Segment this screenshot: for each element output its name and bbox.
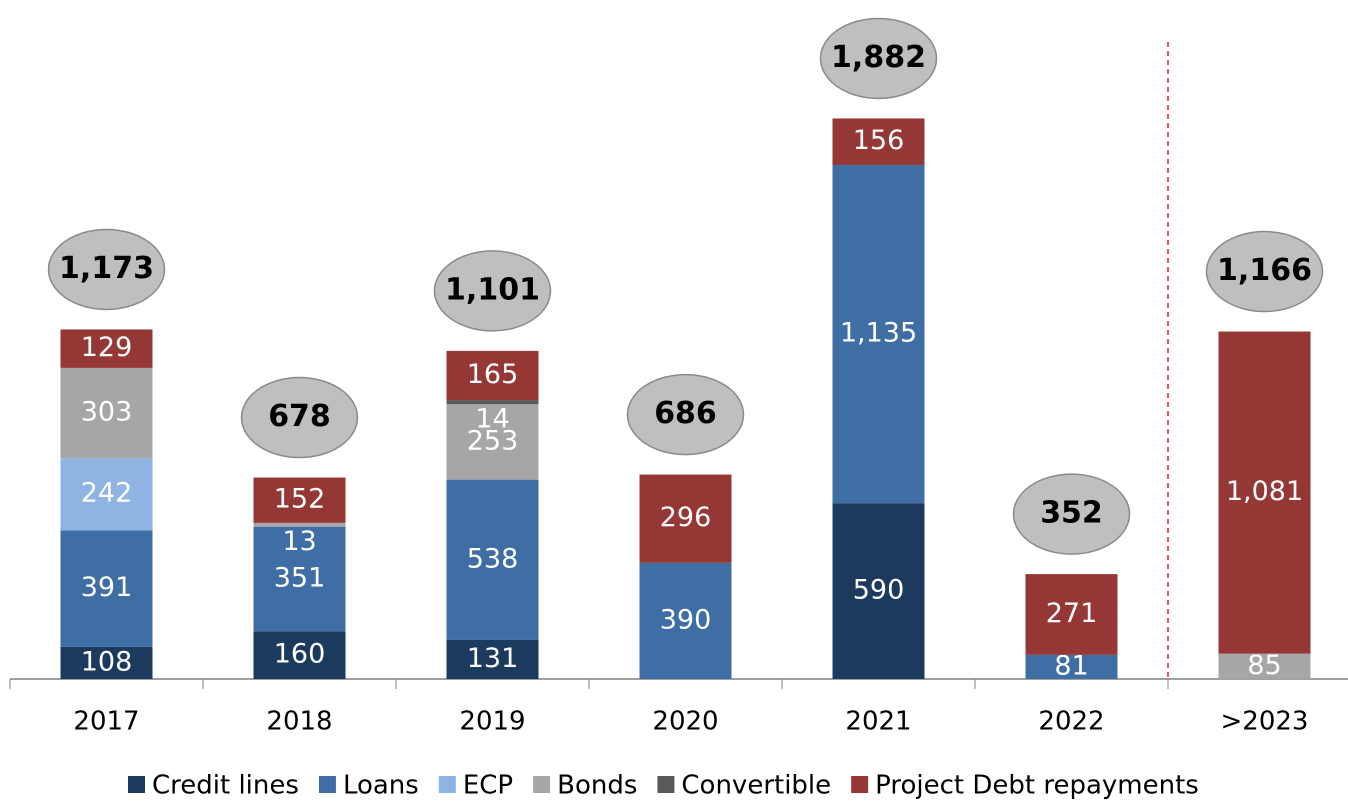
total-label: 1,101 [445,272,540,307]
segment-label: 160 [274,639,326,670]
legend-label: Loans [343,771,419,801]
bar-segment [832,118,925,165]
total-bubble [433,250,552,332]
bar-segment [1025,574,1118,655]
legend-label: Project Debt repayments [875,771,1199,801]
bar-segment [60,646,153,679]
total-bubble [1205,230,1324,313]
legend-swatch [318,776,336,793]
total-bubble [47,228,166,311]
segment-label: 590 [853,575,905,606]
segment-label: 1,135 [840,318,917,349]
legend-swatch [657,776,675,793]
total-label: 1,166 [1217,253,1312,288]
legend-label: ECP [463,771,513,801]
bar-segment [446,400,539,405]
segment-label: 156 [853,125,905,156]
x-tick-label: >2023 [1221,707,1309,737]
x-tick-label: 2022 [1038,707,1104,737]
bar-segment [60,458,153,531]
segment-label: 129 [81,332,133,363]
segment-label: 351 [274,563,326,594]
bar-segment [60,530,153,647]
segment-label: 538 [467,543,519,574]
segment-label: 253 [467,425,519,456]
segment-label: 14 [475,404,509,435]
legend-label: Bonds [557,771,637,801]
bar-segment [446,639,539,679]
bar-segment [446,350,539,401]
segment-label: 242 [81,478,133,509]
bar-segment [60,367,153,459]
segment-label: 152 [274,484,326,515]
total-label: 686 [654,396,717,431]
x-tick-label: 2021 [845,707,911,737]
total-label: 1,882 [831,40,926,75]
x-tick-label: 2020 [652,707,718,737]
bar-segment [253,526,346,632]
legend-swatch [851,776,869,793]
segment-label: 271 [1046,598,1098,629]
legend-swatch [128,776,145,793]
segment-label: 13 [282,526,316,557]
bar-segment [253,522,346,527]
bar-segment [832,503,925,679]
bar-segment [832,164,925,504]
total-bubble [626,373,745,456]
bar-segment [253,631,346,679]
segment-label: 390 [660,604,712,635]
bar-segment [639,562,732,679]
legend-swatch [533,776,551,793]
segment-label: 1,081 [1226,476,1303,507]
segment-label: 165 [467,359,519,390]
bar-segment [60,329,153,368]
segment-label: 303 [81,397,133,428]
total-bubble [819,17,938,100]
total-label: 1,173 [59,251,154,286]
total-label: 352 [1040,496,1103,531]
segment-label: 131 [467,643,519,674]
x-tick-label: 2017 [73,707,139,737]
bar-segment [446,404,539,480]
legend-label: Credit lines [152,771,299,801]
bar-segment [639,474,732,563]
bar-segment [1218,653,1311,679]
segment-label: 108 [81,646,133,677]
x-tick-label: 2018 [266,707,332,737]
bar-segment [1218,331,1311,654]
legend-swatch [438,776,456,793]
legend-label: Convertible [681,771,831,801]
x-tick-label: 2019 [459,707,525,737]
bar-segment [253,477,346,523]
segment-label: 85 [1247,650,1281,681]
segment-label: 391 [81,572,133,603]
total-bubble [240,376,359,459]
segment-label: 81 [1054,650,1088,681]
segment-label: 296 [660,502,712,533]
bar-segment [446,479,539,640]
total-label: 678 [268,399,331,434]
bar-segment [1025,654,1118,679]
total-bubble [1012,473,1131,555]
